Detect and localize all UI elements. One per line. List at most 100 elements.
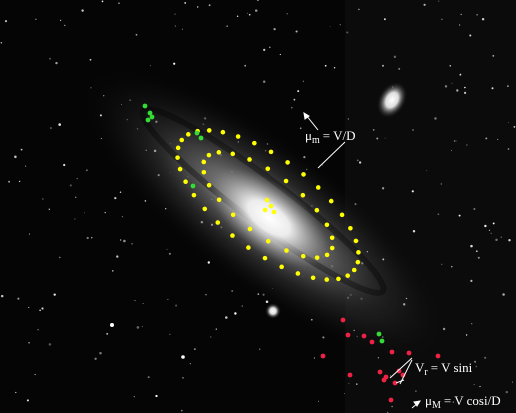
star xyxy=(143,303,144,304)
star xyxy=(137,326,140,329)
star xyxy=(182,29,183,30)
star xyxy=(49,58,51,60)
star xyxy=(438,213,440,215)
star xyxy=(506,391,508,393)
star xyxy=(118,2,120,4)
star xyxy=(484,225,486,227)
star xyxy=(346,31,348,33)
yellow-point xyxy=(272,210,277,215)
green-point xyxy=(191,184,196,189)
star xyxy=(184,2,186,4)
star xyxy=(398,68,400,70)
yellow-point xyxy=(175,155,180,160)
star xyxy=(263,80,265,82)
star xyxy=(136,34,138,36)
star xyxy=(75,197,76,198)
yellow-point xyxy=(316,185,321,190)
green-point xyxy=(150,115,155,120)
star xyxy=(412,190,414,192)
star xyxy=(131,243,133,245)
star xyxy=(334,67,335,68)
star xyxy=(49,343,52,346)
yellow-point xyxy=(356,260,361,265)
star xyxy=(464,87,466,89)
red-point xyxy=(378,370,383,375)
star xyxy=(242,305,243,306)
star xyxy=(197,6,198,7)
star xyxy=(175,305,177,307)
star xyxy=(123,240,126,243)
star xyxy=(438,1,439,2)
star xyxy=(87,237,89,239)
star xyxy=(497,139,498,140)
star xyxy=(492,55,494,57)
red-point xyxy=(348,373,353,378)
star xyxy=(86,169,88,171)
star xyxy=(74,219,75,220)
star xyxy=(318,401,319,402)
star xyxy=(84,212,85,213)
green-point xyxy=(377,332,382,337)
star xyxy=(114,197,116,199)
star xyxy=(90,59,92,61)
star xyxy=(41,307,43,309)
star xyxy=(226,25,227,26)
yellow-point xyxy=(230,152,235,157)
star xyxy=(344,393,345,394)
star xyxy=(452,83,453,84)
star xyxy=(249,14,251,16)
star xyxy=(175,25,176,26)
star xyxy=(1,42,3,44)
star xyxy=(91,237,92,238)
yellow-point xyxy=(215,220,220,225)
star xyxy=(110,323,114,327)
star xyxy=(58,123,61,126)
star xyxy=(273,28,275,30)
star xyxy=(485,137,487,139)
star xyxy=(269,47,270,48)
red-point xyxy=(362,334,367,339)
star xyxy=(424,4,426,6)
star xyxy=(455,140,456,141)
star xyxy=(54,293,56,295)
star xyxy=(296,30,298,32)
star xyxy=(441,19,443,21)
star xyxy=(469,35,471,37)
yellow-point xyxy=(325,222,330,227)
star xyxy=(102,1,104,3)
star xyxy=(330,26,331,27)
star xyxy=(190,363,191,364)
green-point xyxy=(146,118,151,123)
star xyxy=(514,126,516,128)
star xyxy=(492,87,494,89)
star xyxy=(441,264,442,265)
star xyxy=(456,89,458,91)
yellow-point xyxy=(285,160,290,165)
star xyxy=(49,209,50,210)
star xyxy=(507,85,509,87)
star xyxy=(94,358,96,360)
yellow-point xyxy=(263,256,268,261)
star xyxy=(169,253,171,255)
yellow-point xyxy=(329,199,334,204)
star xyxy=(255,9,258,12)
galaxy-image: μm= V/D Vr= V sini μM= V cosi/D xyxy=(0,0,516,413)
star xyxy=(8,181,10,183)
star xyxy=(508,122,509,123)
star xyxy=(77,178,78,179)
red-point xyxy=(390,350,395,355)
star xyxy=(237,16,239,18)
yellow-point xyxy=(324,277,329,282)
yellow-point xyxy=(301,172,306,177)
yellow-point xyxy=(246,245,251,250)
yellow-point xyxy=(230,233,235,238)
yellow-point xyxy=(325,253,330,258)
star xyxy=(466,334,467,335)
star xyxy=(325,65,327,67)
yellow-point xyxy=(217,197,222,202)
star xyxy=(244,65,246,67)
star xyxy=(508,148,510,150)
star xyxy=(63,164,65,166)
star xyxy=(231,290,233,292)
star xyxy=(122,216,123,217)
